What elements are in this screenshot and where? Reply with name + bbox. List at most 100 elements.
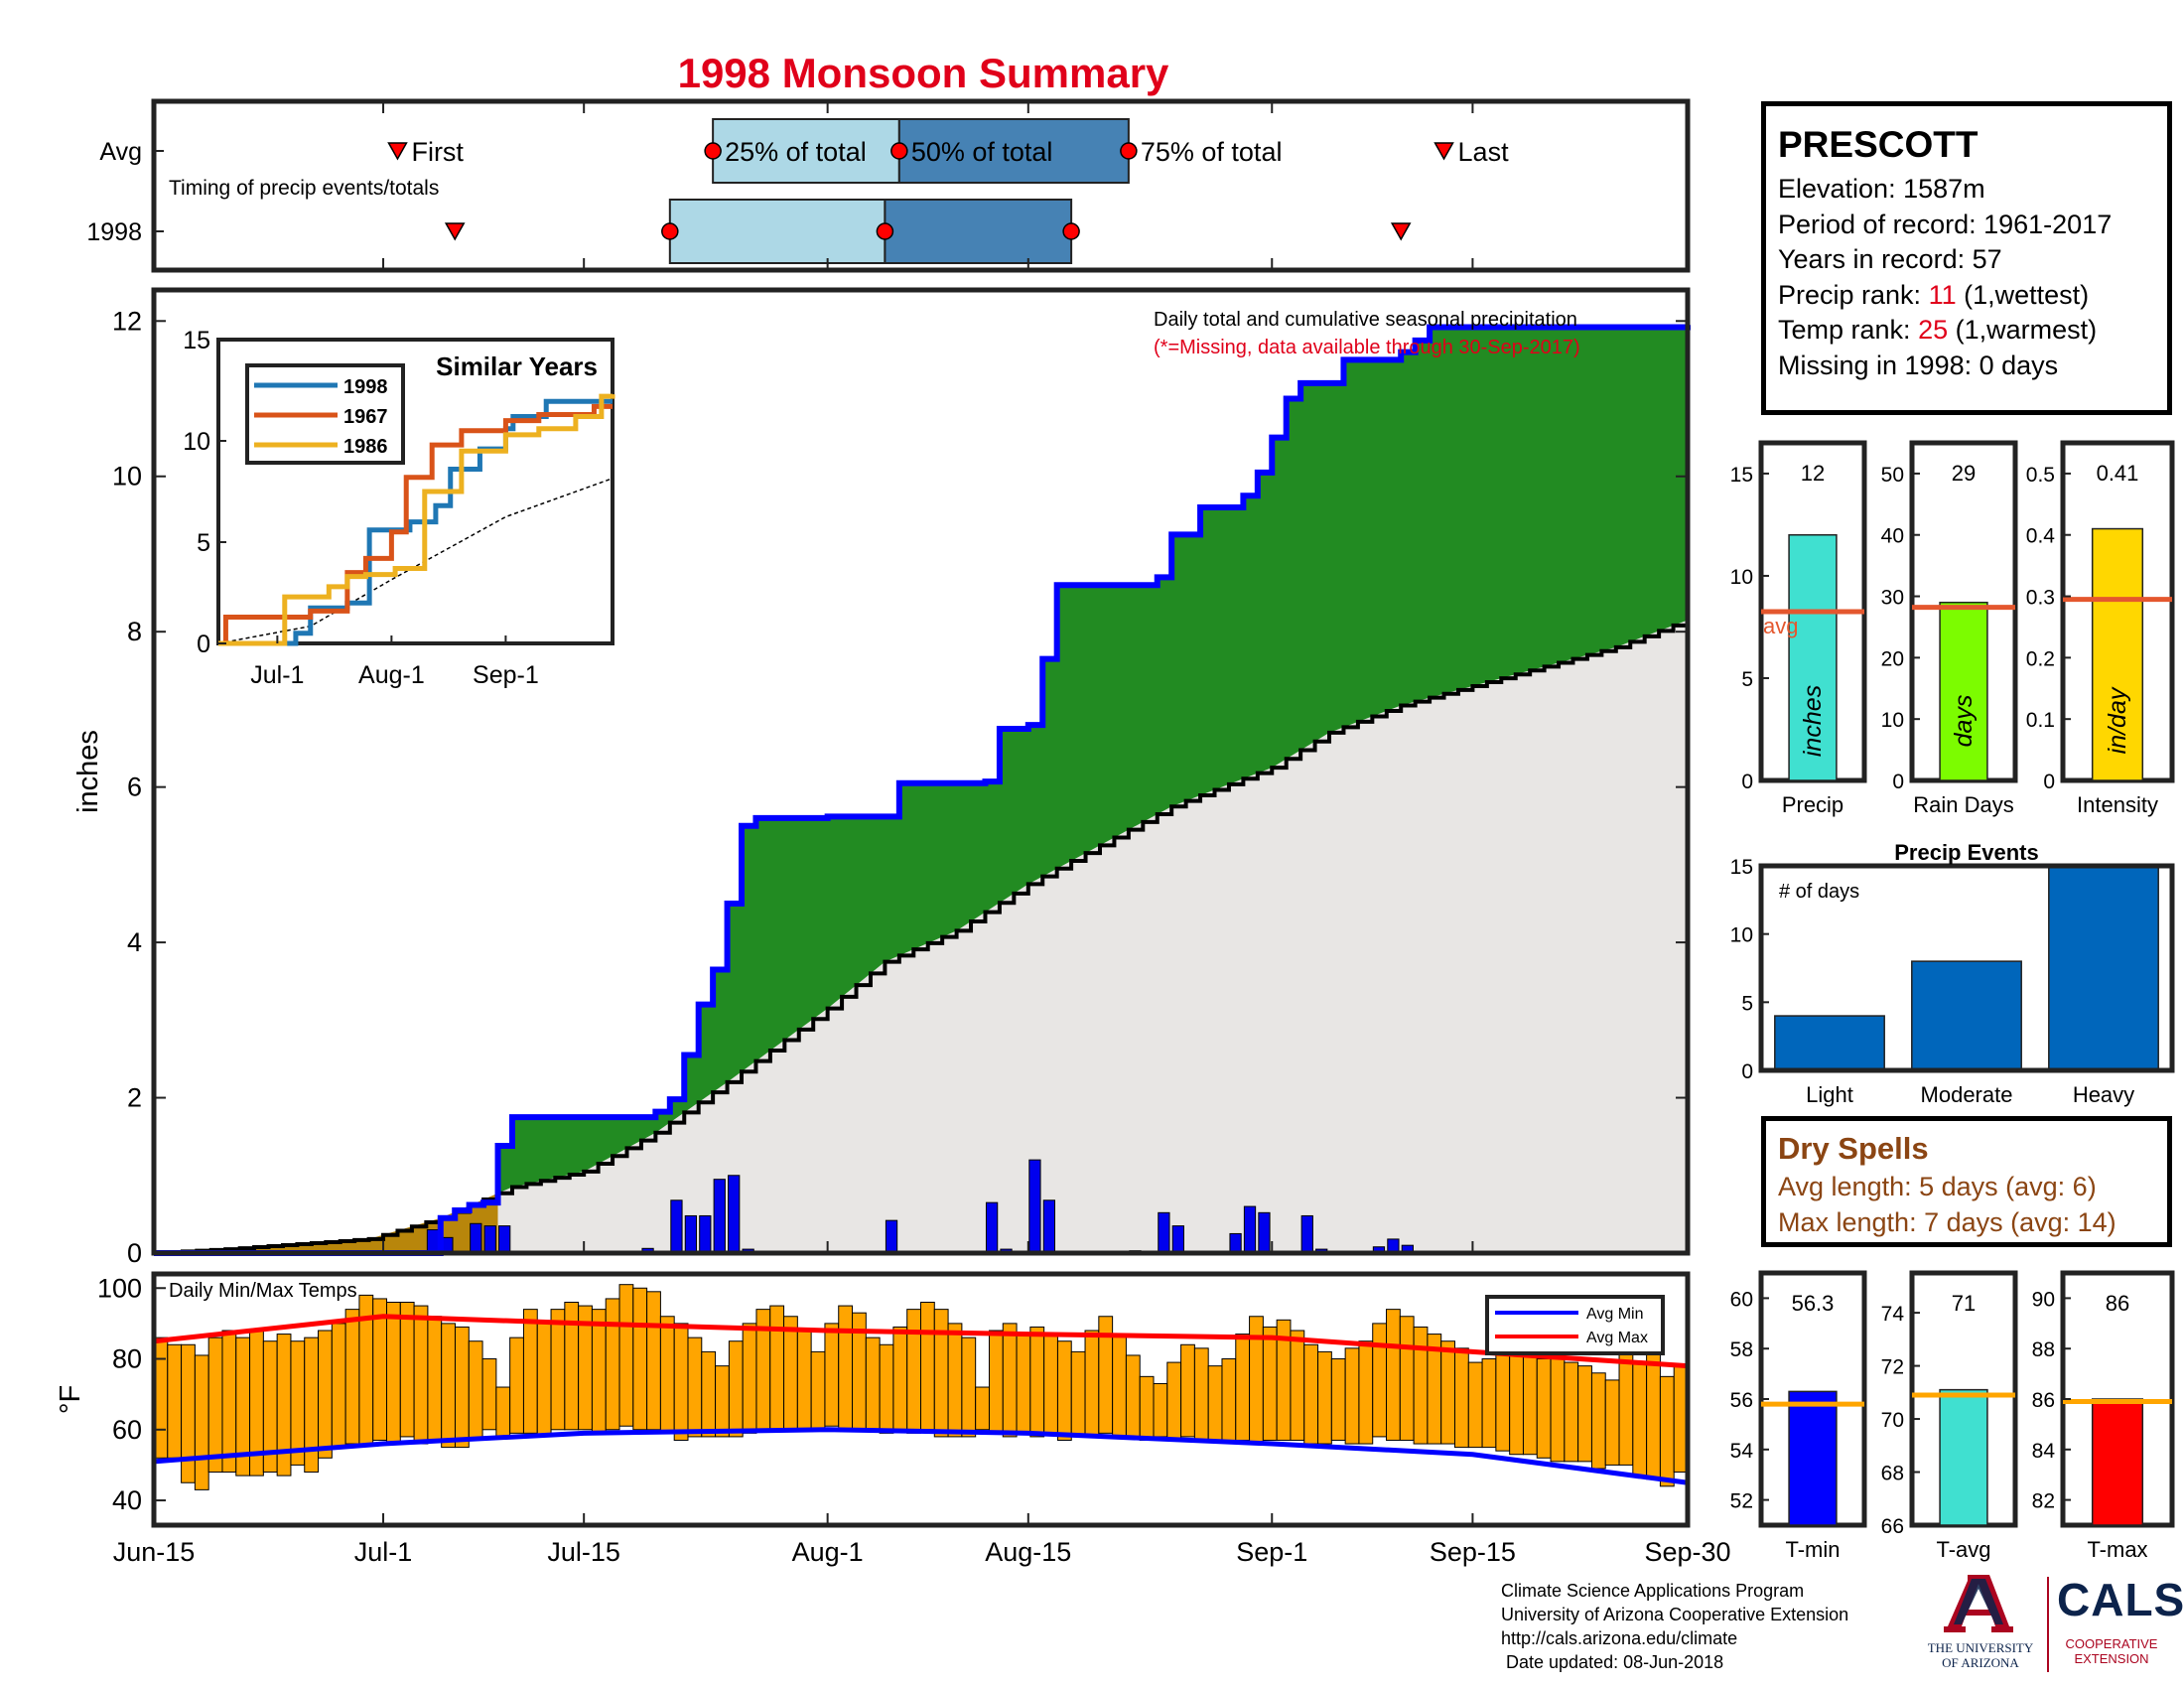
first-marker	[444, 222, 466, 241]
temp-band-bar	[1262, 1326, 1278, 1441]
precip_stat-unit-label: inches	[1799, 685, 1827, 757]
precip_stat-ytick-label: 10	[1730, 566, 1753, 589]
tmin_stat-value-label: 56.3	[1792, 1291, 1835, 1316]
events-bar-moderate	[1911, 960, 2022, 1071]
raindays_stat-value-label: 29	[1952, 461, 1976, 486]
timing-subtitle: Timing of precip events/totals	[169, 177, 439, 200]
temp-band-bar	[509, 1336, 524, 1434]
temp-band-bar	[1604, 1379, 1620, 1466]
temp-band-bar	[194, 1354, 209, 1490]
events-ylabel: # of days	[1779, 881, 1859, 903]
temps-panel: 40 60 80 100 Jun-15 Jul-1 Jul-15 Aug-1 Aug-15 Sep…	[55, 1271, 1731, 1567]
footer-line-url[interactable]: http://cals.arizona.edu/climate	[1501, 1628, 1738, 1648]
temp-band-bar	[221, 1330, 237, 1474]
temp-band-bar	[454, 1326, 470, 1449]
temp-band-bar	[961, 1336, 977, 1438]
similar-title: Similar Years	[436, 352, 598, 381]
daily-precip-bar	[470, 1222, 482, 1254]
precip_stat-avg-label: avg	[1763, 614, 1798, 638]
temp-band-bar	[742, 1323, 757, 1434]
temp-band-bar	[1330, 1358, 1346, 1441]
temps-ytick-label: 40	[112, 1485, 142, 1515]
temp-band-bar	[1618, 1350, 1634, 1466]
events-frame	[1758, 863, 2175, 1073]
temp-band-bar	[618, 1284, 634, 1427]
p25-label: 25% of total	[725, 137, 867, 167]
ua-wordmark-line1: THE UNIVERSITY	[1927, 1640, 2034, 1655]
events-bar-light	[1774, 1015, 1885, 1071]
temp-band-bar	[386, 1302, 401, 1445]
p50-label: 50% of total	[911, 137, 1053, 167]
tmin_stat-bar	[1788, 1390, 1838, 1526]
footer-line-date: Date updated: 08-Jun-2018	[1501, 1652, 1724, 1672]
temp-band-bar	[207, 1336, 223, 1474]
events-category-label: Heavy	[2073, 1082, 2134, 1107]
temp-band-bar	[659, 1316, 675, 1434]
university-of-arizona-logo-icon	[1944, 1575, 2013, 1632]
precip-ylabel: inches	[72, 730, 104, 813]
tmin_stat-xlabel: T-min	[1786, 1537, 1841, 1562]
last-marker	[1433, 142, 1454, 161]
tmax_stat-ytick-label: 86	[2032, 1389, 2055, 1412]
tmin_stat-ytick-label: 56	[1730, 1389, 1753, 1412]
similar-average-line	[217, 478, 614, 644]
precip_stat-value-label: 12	[1801, 461, 1825, 486]
temp-band-bar	[536, 1323, 552, 1438]
avg-max-line	[153, 1314, 1689, 1369]
temp-band-bar	[318, 1330, 333, 1459]
precip-rank-label: Precip rank:	[1778, 279, 1929, 310]
temp-band-bar	[769, 1305, 785, 1431]
temp-band-bar	[1180, 1343, 1195, 1438]
tavg_stat-ytick-label: 72	[1881, 1356, 1904, 1379]
intensity_stat-ytick-label: 0.4	[2026, 525, 2056, 548]
p75-marker	[1062, 222, 1080, 240]
climatology-area	[154, 620, 1688, 1253]
p75-marker	[1120, 142, 1138, 160]
temp-band-bar	[427, 1316, 443, 1441]
temp-band-bar	[1413, 1326, 1429, 1445]
temp-band-bar	[1056, 1340, 1072, 1441]
temp-band-bar	[933, 1309, 949, 1438]
p50-marker	[890, 142, 908, 160]
temp-band-bar	[715, 1365, 730, 1438]
temp-band-bar	[1235, 1334, 1251, 1441]
temp-band-bar	[1112, 1334, 1127, 1438]
raindays_stat-ytick-label: 40	[1881, 525, 1904, 548]
temp-band-bar	[495, 1386, 511, 1438]
temp-band-bar	[920, 1302, 935, 1431]
first-marker	[387, 142, 408, 161]
temp-band-bar	[1495, 1343, 1511, 1452]
tavg_stat-ytick-label: 66	[1881, 1515, 1904, 1538]
first-label: First	[411, 137, 464, 167]
daily-precip-bar	[483, 1225, 496, 1254]
tmax_stat-ytick-label: 84	[2032, 1440, 2056, 1463]
intensity_stat-unit-label: in/day	[2104, 686, 2131, 754]
temp-band-bar	[632, 1287, 648, 1431]
raindays_stat-unit-label: days	[1950, 695, 1978, 748]
temp-band-bar	[1358, 1340, 1374, 1445]
dry-spells-avg: Avg length: 5 days (avg: 6)	[1778, 1172, 2097, 1201]
temp-band-bar	[1043, 1334, 1058, 1434]
similar-legend-label: 1967	[343, 406, 388, 428]
temp-band-bar	[906, 1309, 922, 1434]
temp-band-bar	[975, 1386, 990, 1431]
precip-events-panel: Light Moderate Heavy 0 5 10 15 Precip Events # o…	[1730, 840, 2175, 1107]
p25-marker	[704, 142, 722, 160]
temp-stat-panels: 56.3 52 54 56 58 60 T-min 71 66 68 70 72 74 T-avg 86 82…	[1730, 1270, 2175, 1562]
precip-ytick-label: 12	[112, 306, 142, 336]
events-category-label: Moderate	[1921, 1082, 2013, 1107]
footer-line-university: University of Arizona Cooperative Extens…	[1501, 1605, 1849, 1624]
intensity_stat-xlabel: Intensity	[2077, 792, 2158, 817]
tavg_stat-xlabel: T-avg	[1936, 1537, 1990, 1562]
events-ytick-label: 0	[1741, 1060, 1753, 1083]
timing-box-25-50	[668, 199, 887, 264]
temp-band-bar	[372, 1298, 388, 1441]
temp-band-bar	[701, 1350, 717, 1438]
temp-band-bar	[331, 1323, 346, 1449]
precip-ytick-label: 2	[127, 1083, 142, 1113]
temp-band-bar	[1590, 1372, 1606, 1470]
precip_stat-xlabel: Precip	[1782, 792, 1843, 817]
raindays_stat-ytick-label: 0	[1892, 771, 1904, 793]
raindays_stat-ytick-label: 10	[1881, 709, 1904, 732]
